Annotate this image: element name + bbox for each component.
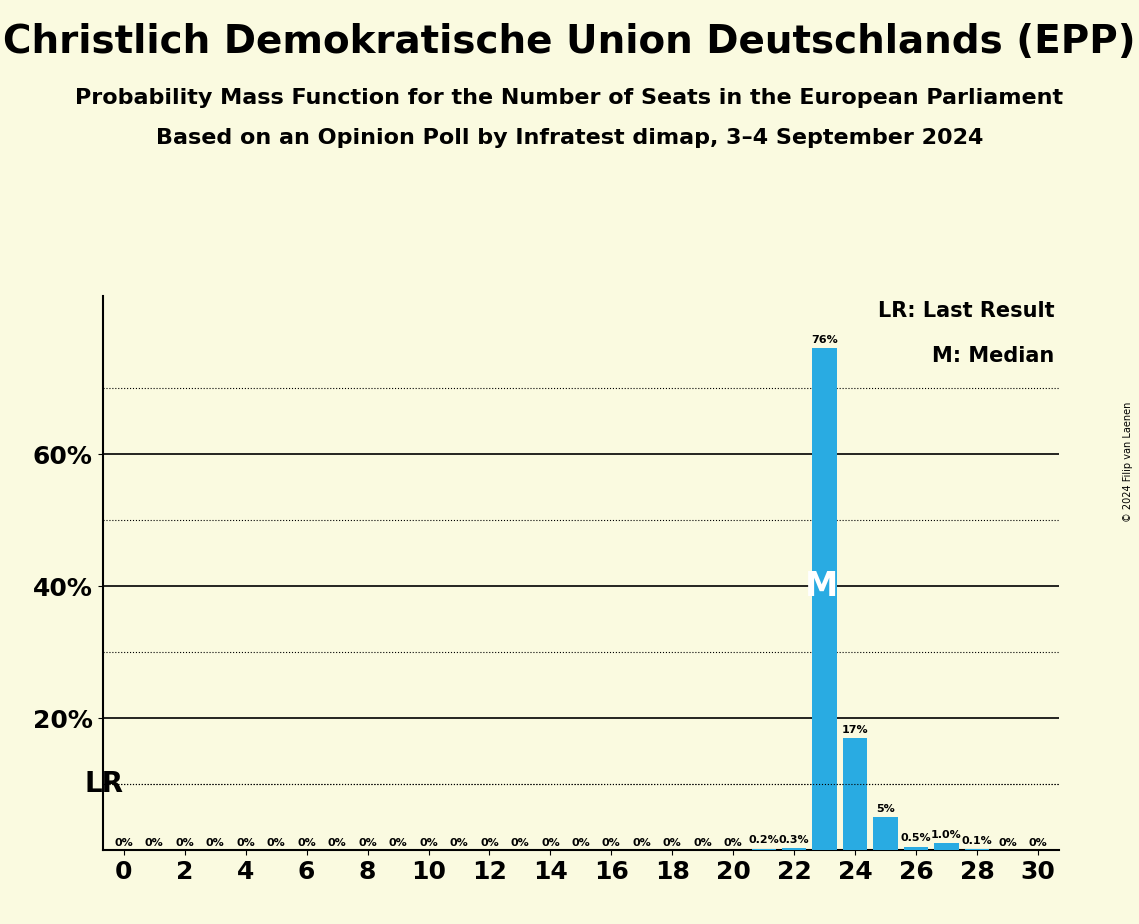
Text: 0%: 0%: [450, 838, 468, 848]
Text: 0.5%: 0.5%: [901, 833, 932, 844]
Text: 0%: 0%: [328, 838, 346, 848]
Bar: [812, 348, 837, 850]
Text: 0%: 0%: [541, 838, 559, 848]
Text: 0%: 0%: [145, 838, 164, 848]
Text: 0%: 0%: [114, 838, 133, 848]
Text: 0%: 0%: [572, 838, 590, 848]
Text: 0%: 0%: [297, 838, 316, 848]
Text: 0%: 0%: [632, 838, 652, 848]
Text: 1.0%: 1.0%: [932, 830, 962, 840]
Text: 76%: 76%: [811, 335, 838, 346]
Text: 0%: 0%: [663, 838, 681, 848]
Text: 0.2%: 0.2%: [748, 835, 779, 845]
Bar: [904, 846, 928, 850]
Text: LR: LR: [84, 770, 124, 798]
Text: 0.1%: 0.1%: [961, 836, 992, 846]
Text: Christlich Demokratische Union Deutschlands (EPP): Christlich Demokratische Union Deutschla…: [3, 23, 1136, 61]
Bar: [874, 817, 898, 850]
Text: 0%: 0%: [694, 838, 712, 848]
Bar: [752, 849, 776, 850]
Text: 0%: 0%: [481, 838, 499, 848]
Bar: [934, 844, 959, 850]
Text: LR: Last Result: LR: Last Result: [878, 301, 1055, 322]
Text: Based on an Opinion Poll by Infratest dimap, 3–4 September 2024: Based on an Opinion Poll by Infratest di…: [156, 128, 983, 148]
Text: 0%: 0%: [603, 838, 621, 848]
Text: 0%: 0%: [267, 838, 286, 848]
Text: 0%: 0%: [237, 838, 255, 848]
Text: 0%: 0%: [998, 838, 1017, 848]
Text: M: Median: M: Median: [932, 346, 1055, 366]
Text: M: M: [805, 569, 838, 602]
Text: 0%: 0%: [206, 838, 224, 848]
Bar: [843, 738, 867, 850]
Text: 0%: 0%: [510, 838, 530, 848]
Text: 0%: 0%: [419, 838, 437, 848]
Text: 17%: 17%: [842, 724, 868, 735]
Text: Probability Mass Function for the Number of Seats in the European Parliament: Probability Mass Function for the Number…: [75, 88, 1064, 108]
Text: 0%: 0%: [359, 838, 377, 848]
Text: 0%: 0%: [724, 838, 743, 848]
Text: 0%: 0%: [388, 838, 408, 848]
Bar: [782, 848, 806, 850]
Text: 0.3%: 0.3%: [779, 834, 810, 845]
Text: 5%: 5%: [876, 804, 895, 814]
Text: 0%: 0%: [1029, 838, 1048, 848]
Text: 0%: 0%: [175, 838, 194, 848]
Text: © 2024 Filip van Laenen: © 2024 Filip van Laenen: [1123, 402, 1133, 522]
